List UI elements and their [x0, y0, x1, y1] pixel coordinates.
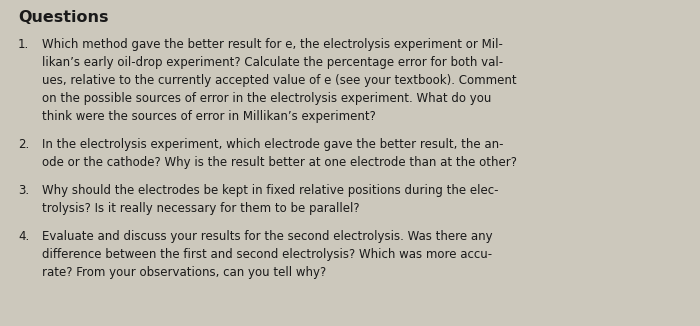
Text: In the electrolysis experiment, which electrode gave the better result, the an-: In the electrolysis experiment, which el… — [42, 138, 503, 151]
Text: on the possible sources of error in the electrolysis experiment. What do you: on the possible sources of error in the … — [42, 92, 491, 105]
Text: Questions: Questions — [18, 10, 108, 25]
Text: think were the sources of error in Millikan’s experiment?: think were the sources of error in Milli… — [42, 110, 376, 123]
Text: difference between the first and second electrolysis? Which was more accu-: difference between the first and second … — [42, 248, 492, 261]
Text: rate? From your observations, can you tell why?: rate? From your observations, can you te… — [42, 266, 326, 279]
Text: ues, relative to the currently accepted value of e (see your textbook). Comment: ues, relative to the currently accepted … — [42, 74, 517, 87]
Text: 1.: 1. — [18, 38, 29, 51]
Text: likan’s early oil-drop experiment? Calculate the percentage error for both val-: likan’s early oil-drop experiment? Calcu… — [42, 56, 503, 69]
Text: 4.: 4. — [18, 230, 29, 243]
Text: Why should the electrodes be kept in fixed relative positions during the elec-: Why should the electrodes be kept in fix… — [42, 184, 498, 197]
Text: ode or the cathode? Why is the result better at one electrode than at the other?: ode or the cathode? Why is the result be… — [42, 156, 517, 169]
Text: trolysis? Is it really necessary for them to be parallel?: trolysis? Is it really necessary for the… — [42, 202, 360, 215]
Text: 3.: 3. — [18, 184, 29, 197]
Text: Evaluate and discuss your results for the second electrolysis. Was there any: Evaluate and discuss your results for th… — [42, 230, 493, 243]
Text: 2.: 2. — [18, 138, 29, 151]
Text: Which method gave the better result for e, the electrolysis experiment or Mil-: Which method gave the better result for … — [42, 38, 503, 51]
